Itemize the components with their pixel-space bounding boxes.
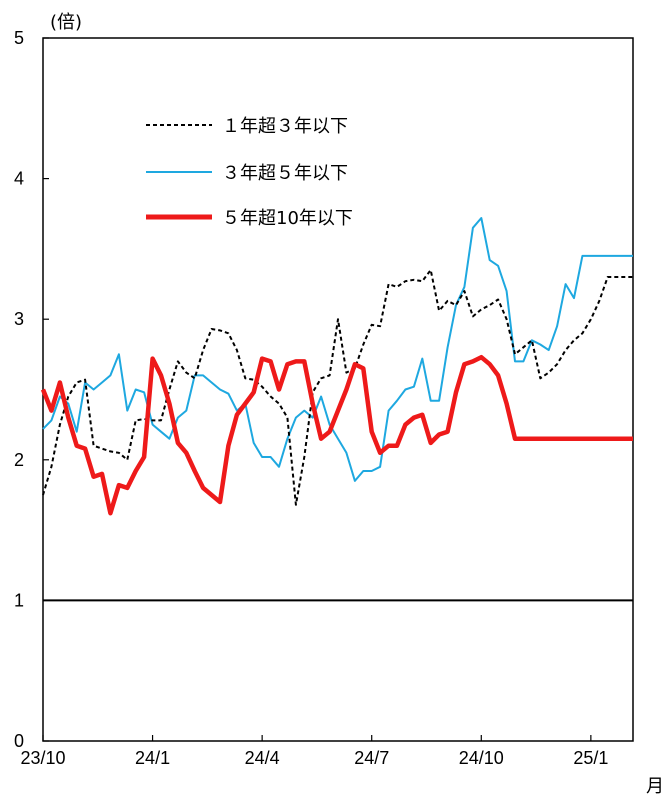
y-tick-label: 2: [14, 450, 24, 470]
y-tick-label: 4: [14, 169, 24, 189]
legend-label-3: ５年超10年以下: [222, 208, 353, 229]
y-tick-label: 1: [14, 590, 24, 610]
legend-label-1: １年超３年以下: [222, 116, 348, 137]
x-tick-label: 24/1: [135, 748, 170, 768]
series-line-2: [42, 217, 633, 482]
x-tick-label: 25/1: [573, 748, 608, 768]
x-tick-label: 23/10: [20, 748, 65, 768]
legend-label-2: ３年超５年以下: [222, 163, 348, 184]
series-line-1: [42, 269, 633, 506]
plot-frame: [42, 37, 634, 742]
x-tick-label: 24/4: [245, 748, 280, 768]
y-tick-label: 3: [14, 309, 24, 329]
x-unit-label: 月: [646, 776, 664, 794]
x-tick-label: 24/7: [354, 748, 389, 768]
x-tick-label: 24/10: [459, 748, 504, 768]
y-unit-label: (倍): [50, 12, 82, 33]
y-tick-label: 5: [14, 28, 24, 48]
series-line-3: [40, 354, 633, 516]
y-tick-label: 0: [14, 731, 24, 751]
